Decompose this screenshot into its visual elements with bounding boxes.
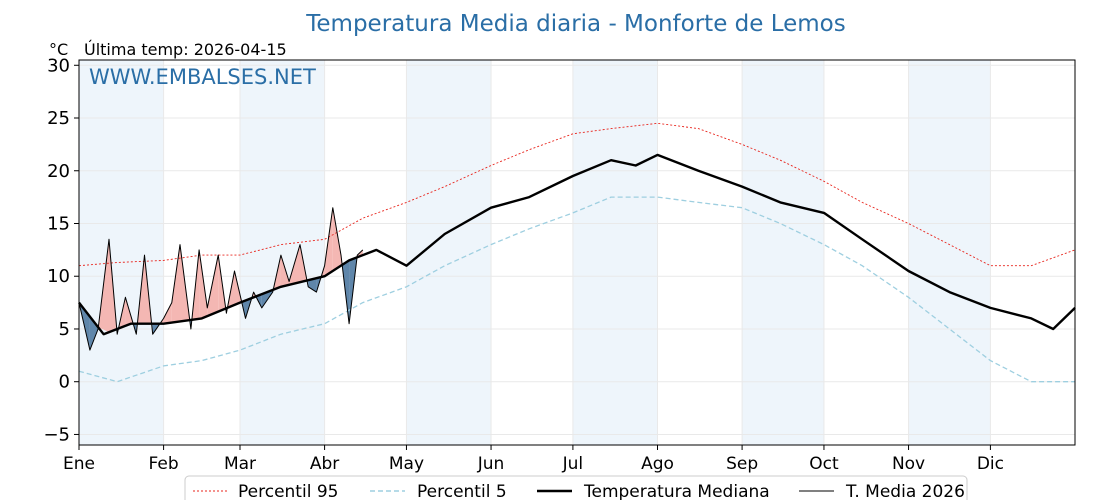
month-shade-sep [742, 60, 824, 445]
x-tick-label-sep: Sep [726, 454, 758, 474]
series-line-p5 [78, 196, 1075, 383]
series-line-p95 [78, 122, 1076, 267]
x-tick-label-oct: Oct [809, 454, 839, 474]
x-tick-label-mar: Mar [224, 454, 256, 474]
y-tick-label: 0 [59, 372, 70, 393]
x-tick-label-ago: Ago [641, 454, 674, 474]
fill-below-median [308, 278, 317, 293]
watermark: WWW.EMBALSES.NET [89, 65, 316, 89]
legend-p95-label: Percentil 95 [238, 482, 338, 500]
fill-above-median [163, 302, 172, 324]
y-tick-label: 20 [47, 161, 70, 182]
legend-box [184, 475, 968, 500]
legend-median-label: Temperatura Mediana [583, 482, 770, 500]
grid-lines [79, 60, 1075, 445]
x-tick-label-jul: Jul [562, 454, 584, 474]
x-tick-label-abr: Abr [310, 454, 339, 474]
x-tick-label-may: May [389, 454, 424, 474]
x-tick-label-dic: Dic [977, 454, 1004, 474]
fill-above-median [332, 207, 341, 271]
y-axis: −5 0 5 10 15 20 25 30 [43, 55, 79, 445]
month-shade-jul [572, 60, 658, 445]
y-tick-label: 10 [47, 266, 70, 287]
unit-label: °C [49, 40, 68, 59]
last-temp-label: Última temp: 2026-04-15 [84, 40, 287, 59]
month-shade-mar [239, 60, 325, 445]
legend: Percentil 95 Percentil 5 Temperatura Med… [184, 475, 968, 500]
month-shade-nov [908, 60, 991, 445]
chart-title: Temperatura Media diaria - Monforte de L… [305, 11, 845, 37]
series-lines [78, 122, 1076, 383]
x-tick-label-feb: Feb [149, 454, 179, 474]
x-tick-label-ene: Ene [63, 454, 95, 474]
y-tick-label: 15 [47, 213, 70, 234]
y-tick-label: −5 [43, 424, 70, 445]
legend-p5-label: Percentil 5 [417, 482, 507, 500]
series-line-current [78, 207, 364, 351]
y-tick-label: 5 [59, 319, 70, 340]
y-tick-label: 30 [47, 55, 70, 76]
month-shading [79, 60, 991, 445]
y-tick-label: 25 [47, 108, 70, 129]
x-tick-label-jun: Jun [477, 454, 505, 474]
x-axis: Ene Feb Mar Abr May Jun Jul Ago Sep Oct Nov Dic [63, 445, 1004, 474]
plot-frame [78, 59, 1076, 446]
fill-above-median [171, 244, 180, 323]
x-tick-label-nov: Nov [892, 454, 925, 474]
legend-current-label: T. Media 2026 [845, 482, 965, 500]
